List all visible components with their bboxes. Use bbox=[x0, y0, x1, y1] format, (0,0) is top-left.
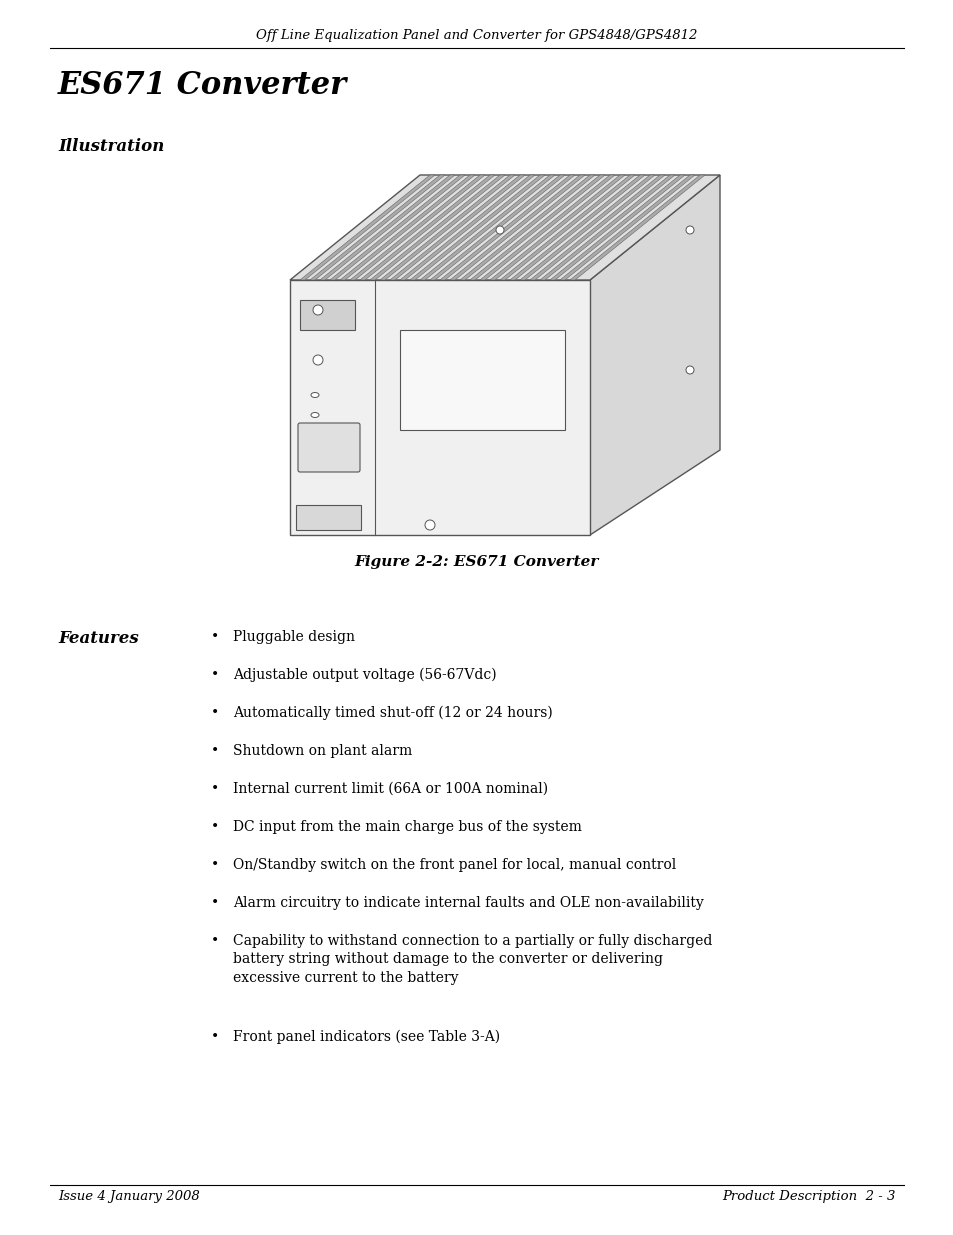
Polygon shape bbox=[470, 175, 604, 280]
Text: •: • bbox=[211, 668, 219, 682]
Bar bbox=[399, 330, 564, 430]
Polygon shape bbox=[559, 175, 695, 280]
Bar bbox=[299, 300, 355, 330]
Polygon shape bbox=[399, 175, 535, 280]
Polygon shape bbox=[310, 175, 444, 280]
Text: Automatically timed shut-off (12 or 24 hours): Automatically timed shut-off (12 or 24 h… bbox=[233, 706, 552, 720]
Text: •: • bbox=[211, 706, 219, 720]
Polygon shape bbox=[330, 175, 464, 280]
Text: On/Standby switch on the front panel for local, manual control: On/Standby switch on the front panel for… bbox=[233, 858, 676, 872]
Circle shape bbox=[313, 305, 323, 315]
Polygon shape bbox=[359, 175, 495, 280]
Polygon shape bbox=[439, 175, 575, 280]
Polygon shape bbox=[379, 175, 515, 280]
Text: •: • bbox=[211, 743, 219, 758]
Text: Illustration: Illustration bbox=[58, 138, 164, 156]
Text: Internal current limit (66A or 100A nominal): Internal current limit (66A or 100A nomi… bbox=[233, 782, 548, 797]
Polygon shape bbox=[539, 175, 675, 280]
Polygon shape bbox=[550, 175, 684, 280]
Polygon shape bbox=[339, 175, 475, 280]
Ellipse shape bbox=[311, 432, 318, 437]
Text: Issue 4 January 2008: Issue 4 January 2008 bbox=[58, 1191, 199, 1203]
Ellipse shape bbox=[311, 412, 318, 417]
Polygon shape bbox=[419, 175, 555, 280]
Polygon shape bbox=[390, 175, 524, 280]
Polygon shape bbox=[589, 175, 720, 535]
Polygon shape bbox=[370, 175, 504, 280]
Text: Alarm circuitry to indicate internal faults and OLE non-availability: Alarm circuitry to indicate internal fau… bbox=[233, 897, 703, 910]
Polygon shape bbox=[290, 280, 589, 535]
Polygon shape bbox=[530, 175, 664, 280]
Circle shape bbox=[464, 412, 475, 424]
Text: Off Line Equalization Panel and Converter for GPS4848/GPS4812: Off Line Equalization Panel and Converte… bbox=[256, 28, 697, 42]
Circle shape bbox=[496, 226, 503, 233]
Polygon shape bbox=[410, 175, 544, 280]
Text: ES671 Converter: ES671 Converter bbox=[58, 70, 347, 101]
Ellipse shape bbox=[311, 393, 318, 398]
Polygon shape bbox=[479, 175, 615, 280]
FancyBboxPatch shape bbox=[297, 424, 359, 472]
Bar bbox=[295, 505, 360, 530]
Text: •: • bbox=[211, 820, 219, 834]
Polygon shape bbox=[569, 175, 704, 280]
Polygon shape bbox=[290, 175, 720, 280]
Polygon shape bbox=[490, 175, 624, 280]
Text: Pluggable design: Pluggable design bbox=[233, 630, 355, 643]
Polygon shape bbox=[350, 175, 484, 280]
Polygon shape bbox=[519, 175, 655, 280]
Polygon shape bbox=[299, 175, 435, 280]
Circle shape bbox=[313, 354, 323, 366]
Text: Shutdown on plant alarm: Shutdown on plant alarm bbox=[233, 743, 412, 758]
Text: •: • bbox=[211, 897, 219, 910]
Text: Adjustable output voltage (56-67Vdc): Adjustable output voltage (56-67Vdc) bbox=[233, 668, 497, 683]
Polygon shape bbox=[319, 175, 455, 280]
Polygon shape bbox=[510, 175, 644, 280]
Text: Product Description  2 - 3: Product Description 2 - 3 bbox=[721, 1191, 895, 1203]
Polygon shape bbox=[450, 175, 584, 280]
Text: •: • bbox=[211, 630, 219, 643]
Text: •: • bbox=[211, 782, 219, 797]
Polygon shape bbox=[499, 175, 635, 280]
Text: DC input from the main charge bus of the system: DC input from the main charge bus of the… bbox=[233, 820, 581, 834]
Circle shape bbox=[424, 520, 435, 530]
Circle shape bbox=[685, 226, 693, 233]
Polygon shape bbox=[430, 175, 564, 280]
Text: •: • bbox=[211, 858, 219, 872]
Text: Capability to withstand connection to a partially or fully discharged
battery st: Capability to withstand connection to a … bbox=[233, 934, 712, 984]
Circle shape bbox=[685, 366, 693, 374]
Text: •: • bbox=[211, 1030, 219, 1044]
Text: Front panel indicators (see Table 3-A): Front panel indicators (see Table 3-A) bbox=[233, 1030, 499, 1045]
Text: Features: Features bbox=[58, 630, 138, 647]
Text: •: • bbox=[211, 934, 219, 948]
Text: Figure 2-2: ES671 Converter: Figure 2-2: ES671 Converter bbox=[355, 555, 598, 569]
Polygon shape bbox=[459, 175, 595, 280]
